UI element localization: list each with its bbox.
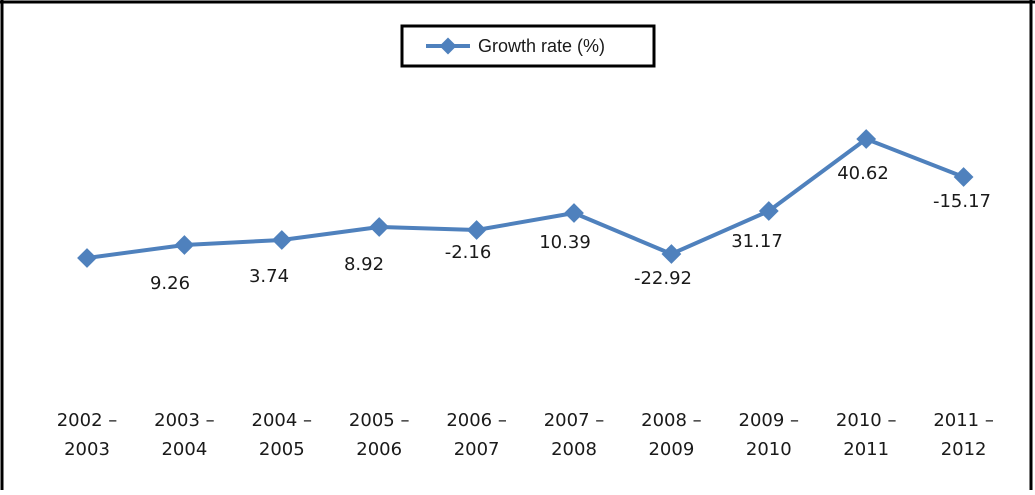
data-label: 3.74 (249, 266, 289, 287)
series-line (86, 137, 965, 260)
x-tick-label: 2007 (454, 439, 500, 460)
data-label: 31.17 (731, 231, 783, 252)
data-labels: 9.26 3.74 8.92 -2.16 10.39 -22.92 31.17 40.62 -1… (150, 163, 991, 294)
data-label: -2.16 (445, 242, 492, 263)
data-point-marker (369, 217, 390, 237)
x-tick-label: 2006 (356, 439, 402, 460)
data-point-marker (77, 248, 97, 268)
series-growth-rate (77, 129, 974, 268)
x-tick-label: 2010 (746, 439, 792, 460)
x-tick-label: 2012 (941, 439, 987, 460)
x-tick-label: 2007 – (544, 410, 605, 431)
x-tick-label: 2004 – (252, 410, 313, 431)
x-tick-label: 2011 – (933, 410, 994, 431)
data-point-marker (271, 230, 292, 250)
x-tick-label: 2004 (161, 439, 207, 460)
x-tick-label: 2003 (64, 439, 110, 460)
x-tick-label: 2009 – (739, 410, 800, 431)
x-tick-label: 2011 (843, 439, 889, 460)
x-tick-label: 2003 – (154, 410, 215, 431)
data-label: -15.17 (933, 191, 991, 212)
x-tick-label: 2002 – (57, 410, 118, 431)
legend: Growth rate (%) (400, 24, 656, 68)
x-tick-label: 2009 (648, 439, 694, 460)
data-point-marker (466, 220, 487, 240)
x-tick-label: 2010 – (836, 410, 897, 431)
x-tick-label: 2006 – (446, 410, 507, 431)
x-tick-label: 2008 (551, 439, 597, 460)
data-point-marker (564, 203, 584, 223)
data-label: -22.92 (634, 268, 692, 289)
x-tick-label: 2005 – (349, 410, 410, 431)
x-tick-label: 2008 – (641, 410, 702, 431)
data-point-marker (953, 167, 974, 187)
legend-series-label: Growth rate (%) (478, 36, 605, 56)
data-label: 10.39 (539, 232, 591, 253)
data-label: 8.92 (344, 254, 384, 275)
data-label: 9.26 (150, 273, 190, 294)
x-axis-tick-labels: 2002 – 2003 2003 – 2004 2004 – 2005 2005 – 2006… (57, 410, 994, 460)
data-label: 40.62 (837, 163, 889, 184)
data-point-marker (661, 244, 682, 264)
data-point-marker (174, 235, 195, 255)
x-tick-label: 2005 (259, 439, 305, 460)
